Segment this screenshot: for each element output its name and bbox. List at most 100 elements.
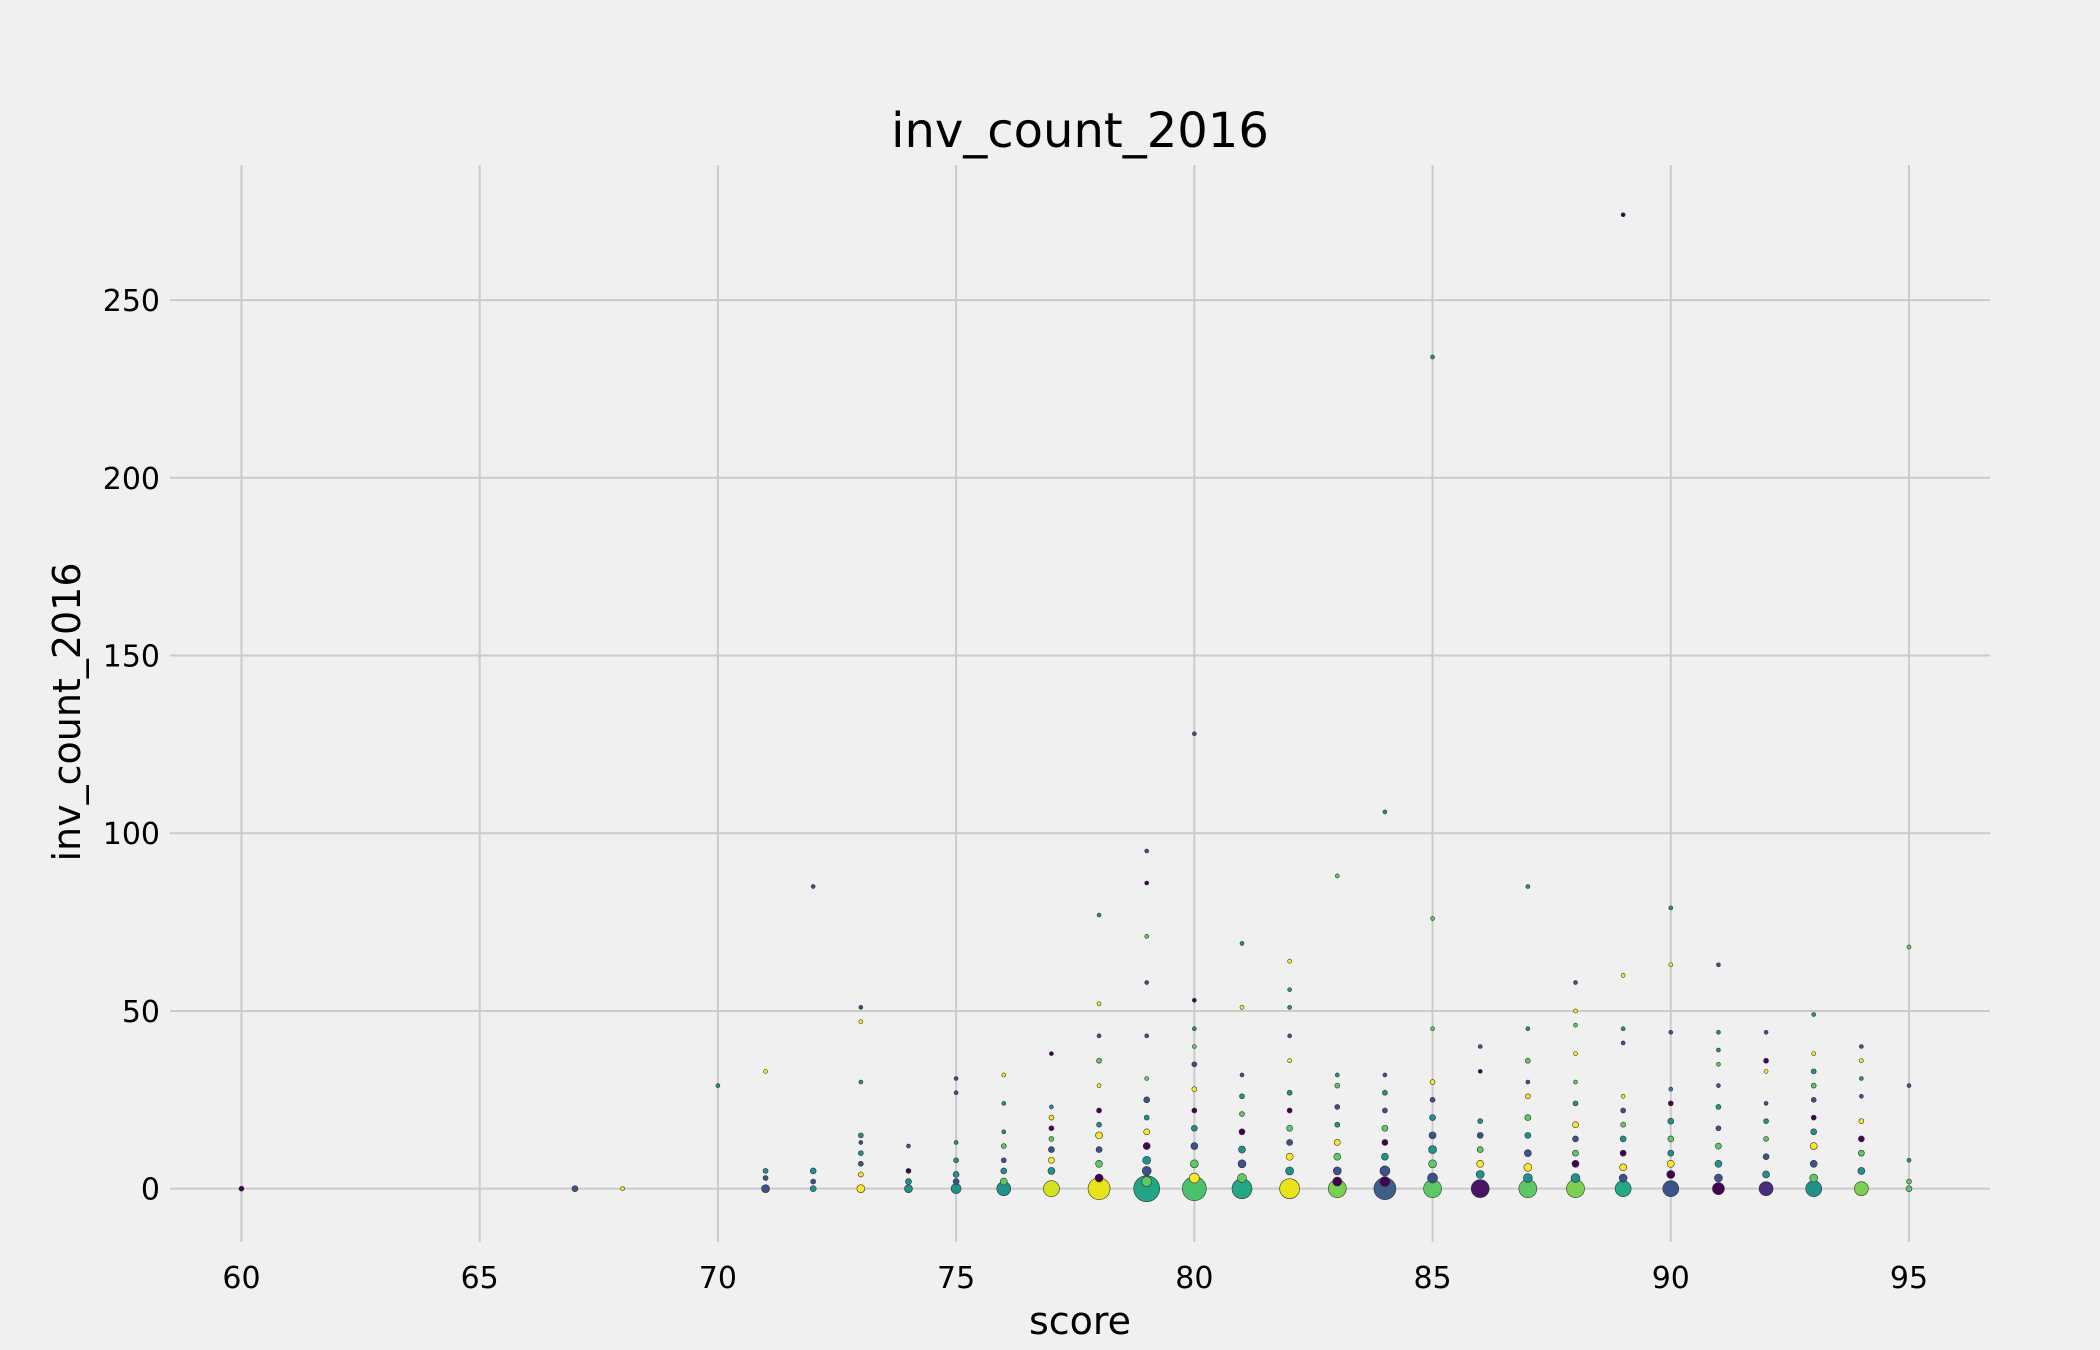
scatter-point [1810,1128,1818,1136]
scatter-point [1287,1033,1292,1039]
scatter-point [1614,1180,1632,1197]
scatter-point [858,1079,864,1085]
scatter-point [1620,1093,1626,1099]
scatter-point [1049,1104,1054,1110]
scatter-point [1000,1157,1007,1164]
scatter-point [1096,912,1102,918]
scatter-point [1523,1163,1533,1172]
scatter-point [1142,1142,1151,1150]
scatter-point [1382,809,1388,815]
scatter-point [1333,1139,1341,1146]
y-tick-label: 0 [141,1173,160,1208]
scatter-point [858,1132,864,1139]
scatter-point [1238,1128,1246,1136]
scatter-point [1525,884,1531,889]
y-tick-labels: 0 50 100 150 200 250 [103,284,160,1208]
x-tick-labels: 60 65 70 75 80 85 90 95 [222,1261,1928,1296]
scatter-points [238,212,1913,1202]
scatter-point [1477,1118,1484,1124]
scatter-point [1859,1093,1864,1099]
scatter-point [1667,1135,1675,1143]
scatter-point [1279,1178,1300,1199]
y-axis-label: inv_count_2016 [45,562,89,861]
scatter-point [1000,1143,1007,1149]
scatter-point [1905,1185,1913,1192]
x-axis-label: score [1029,1299,1131,1343]
scatter-point [1192,1026,1197,1032]
scatter-point [1239,1005,1245,1010]
scatter-point [1192,731,1197,737]
scatter-point [1239,1072,1245,1078]
scatter-point [952,1171,960,1178]
scatter-point [1381,1139,1389,1146]
scatter-point [1192,1044,1197,1049]
scatter-point [1470,1179,1490,1198]
scatter-point [1334,1104,1341,1110]
scatter-point [571,1185,579,1192]
scatter-point [1476,1160,1485,1168]
scatter-point [1143,1128,1151,1136]
scatter-point [1809,1160,1818,1168]
scatter-point [858,1019,864,1024]
scatter-point [1571,1160,1580,1168]
scatter-point [1237,1173,1247,1183]
scatter-point [1048,1125,1055,1132]
scatter-point [1906,1157,1912,1163]
scatter-point [1000,1167,1008,1175]
scatter-point [1382,1089,1388,1096]
scatter-point [1763,1029,1769,1035]
scatter-point [1286,1107,1293,1114]
scatter-point [1809,1173,1819,1183]
scatter-point [1525,1026,1531,1032]
scatter-point [1190,1142,1199,1150]
scatter-point [1620,1107,1626,1114]
scatter-point [1525,1057,1531,1064]
scatter-point [1859,1058,1864,1064]
scatter-point [1666,1160,1675,1168]
scatter-point [1095,1160,1103,1168]
scatter-point [858,1161,864,1167]
scatter-point [1382,1072,1388,1078]
scatter-point [1334,1121,1341,1128]
scatter-point [1287,958,1292,964]
scatter-point [1001,1072,1007,1078]
scatter-point [1430,916,1435,921]
x-tick-label: 65 [461,1261,499,1296]
scatter-point [1763,1057,1769,1064]
scatter-point [1191,1061,1198,1068]
scatter-point [1048,1146,1055,1153]
x-tick-label: 75 [937,1261,975,1296]
scatter-point [1239,941,1245,946]
scatter-point [1572,1135,1579,1143]
scatter-point [1758,1181,1774,1196]
scatter-point [1716,1029,1721,1035]
scatter-point [1287,1058,1292,1064]
scatter-point [1286,1089,1293,1096]
scatter-point [1141,1166,1152,1176]
scatter-point [1429,1114,1436,1121]
scatter-point [1430,1026,1435,1032]
scatter-point [1144,1033,1150,1039]
scatter-point [1620,973,1626,978]
scatter-point [1619,1149,1627,1157]
scatter-point [1619,1135,1627,1143]
scatter-point [1095,1146,1103,1153]
scatter-point [762,1175,769,1181]
scatter-point [1667,1149,1675,1157]
scatter-point [1143,1096,1151,1104]
scatter-point [1286,1124,1293,1132]
x-tick-label: 85 [1413,1261,1451,1296]
scatter-point [715,1083,721,1088]
scatter-point [1620,1040,1626,1046]
scatter-point [1332,1176,1343,1187]
scatter-point [1805,1180,1823,1197]
scatter-point [1854,1181,1869,1196]
scatter-point [858,1140,864,1145]
scatter-point [1332,1166,1342,1176]
scatter-point [1525,1079,1531,1085]
scatter-point [1811,1012,1817,1017]
scatter-point [1475,1170,1485,1179]
x-tick-label: 60 [222,1261,260,1296]
scatter-point [1716,962,1721,968]
